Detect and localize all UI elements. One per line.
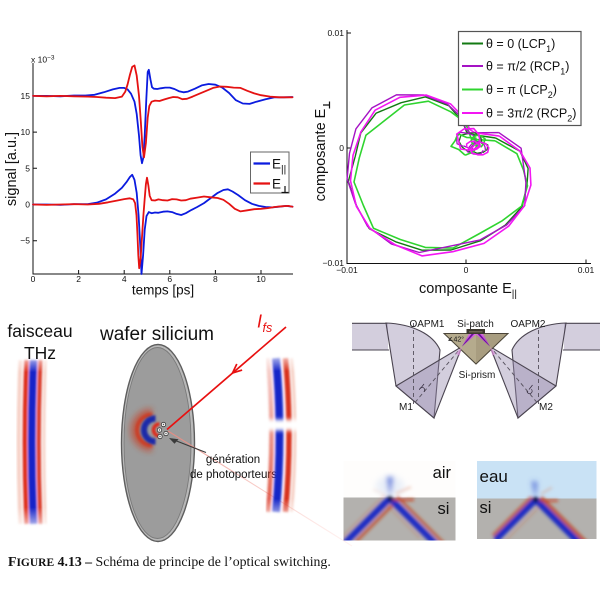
svg-text:0.01: 0.01: [327, 28, 344, 38]
svg-text:6: 6: [167, 274, 172, 284]
svg-text:THz: THz: [24, 343, 56, 363]
svg-text:OAPM2: OAPM2: [510, 319, 545, 330]
svg-text:0: 0: [25, 200, 30, 210]
svg-text:génération: génération: [206, 454, 260, 466]
svg-text:FIGURE 4.13 – Schéma de princi: FIGURE 4.13 – Schéma de principe de l’op…: [8, 554, 331, 569]
svg-text:4: 4: [122, 274, 127, 284]
svg-text:air: air: [433, 464, 452, 482]
svg-text:10: 10: [256, 274, 266, 284]
svg-text:E: E: [272, 177, 281, 192]
svg-text:5: 5: [25, 163, 30, 173]
svg-text:signal [a.u.]: signal [a.u.]: [4, 132, 20, 206]
svg-text:M2: M2: [539, 402, 553, 413]
svg-text:fs: fs: [263, 321, 273, 335]
svg-text:θ = 3π/2 (RCP2): θ = 3π/2 (RCP2): [486, 107, 576, 124]
svg-text:0: 0: [31, 274, 36, 284]
svg-text:θ = 0 (LCP1): θ = 0 (LCP1): [486, 37, 555, 54]
svg-text:42°: 42°: [454, 336, 465, 344]
svg-text:0.01: 0.01: [578, 265, 595, 275]
svg-text:−0.01: −0.01: [322, 258, 344, 268]
svg-text:M1: M1: [399, 402, 413, 413]
svg-text:θ = π/2 (RCP1): θ = π/2 (RCP1): [486, 60, 569, 77]
svg-text:wafer silicium: wafer silicium: [99, 324, 214, 345]
svg-text:temps [ps]: temps [ps]: [132, 283, 194, 298]
svg-text:si: si: [438, 500, 450, 518]
svg-text:eau: eau: [480, 467, 508, 486]
svg-text:10: 10: [21, 127, 31, 137]
svg-text:de photoporteurs: de photoporteurs: [190, 469, 277, 481]
svg-text:0: 0: [464, 265, 469, 275]
svg-text:OAPM1: OAPM1: [409, 319, 444, 330]
svg-text:θ = π (LCP2): θ = π (LCP2): [486, 83, 557, 100]
svg-text:15: 15: [21, 91, 31, 101]
svg-text:0: 0: [339, 143, 344, 153]
svg-text:8: 8: [213, 274, 218, 284]
svg-text:composante E||: composante E||: [419, 281, 517, 300]
svg-text:si: si: [480, 499, 492, 517]
svg-text:−0.01: −0.01: [336, 265, 358, 275]
svg-text:2: 2: [76, 274, 81, 284]
svg-text:Si-patch: Si-patch: [457, 319, 494, 330]
svg-text:faisceau: faisceau: [7, 321, 72, 341]
svg-text:composante E: composante E: [313, 108, 329, 201]
svg-text:Si-prism: Si-prism: [459, 370, 496, 381]
svg-text:I: I: [257, 312, 262, 332]
svg-text:x 10−3: x 10−3: [31, 55, 55, 65]
svg-text:−5: −5: [20, 236, 30, 246]
